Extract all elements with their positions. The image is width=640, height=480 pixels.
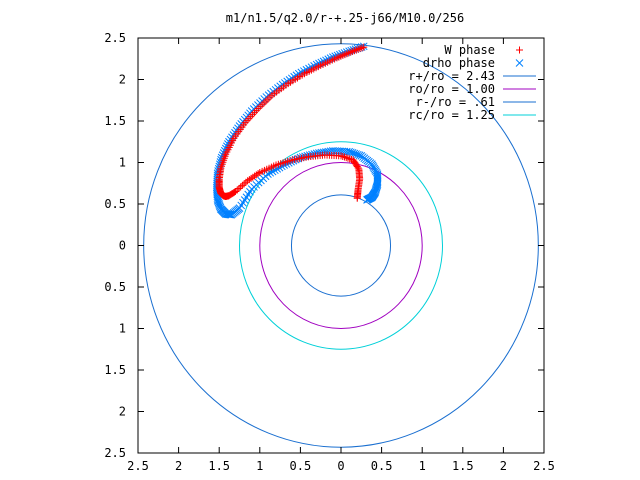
x-tick-label: 0.5	[371, 459, 393, 473]
series-w-phase	[215, 43, 368, 202]
data-point	[273, 165, 282, 173]
data-point	[363, 195, 371, 204]
data-point	[235, 184, 243, 192]
data-point	[337, 152, 345, 160]
data-point	[346, 155, 354, 163]
y-tick-label: 2	[119, 405, 126, 419]
x-tick-label: 2.5	[127, 459, 149, 473]
y-tick-label: 1	[119, 322, 126, 336]
y-tick-label: 1.5	[104, 114, 126, 128]
y-tick-label: 0.5	[104, 280, 126, 294]
data-point	[342, 154, 350, 162]
reference-circle-1	[259, 162, 423, 329]
x-tick-label: 2	[175, 459, 182, 473]
y-tick-label: 1	[119, 156, 126, 170]
legend-label: drho phase	[423, 56, 495, 70]
x-tick-label: 1.5	[208, 459, 230, 473]
data-point	[339, 152, 347, 160]
data-point	[231, 188, 239, 196]
data-point	[344, 154, 352, 162]
x-tick-label: 0	[337, 459, 344, 473]
legend-label: rc/ro = 1.25	[408, 108, 495, 122]
data-point	[233, 186, 241, 194]
legend-label: W phase	[444, 43, 495, 57]
data-point	[237, 183, 245, 191]
chart-title: m1/n1.5/q2.0/r-+.25-j66/M10.0/256	[226, 11, 464, 25]
data-point	[294, 69, 303, 78]
data-point	[353, 194, 361, 202]
x-tick-label: 1	[419, 459, 426, 473]
reference-circle-3	[239, 141, 443, 350]
axis-ticks: 2.5 2 1.5 1 0.5 0 0.5 1 1.5 2 2.52.521.510.500.511…	[104, 31, 555, 473]
data-point	[238, 181, 246, 189]
y-tick-label: 1.5	[104, 363, 126, 377]
x-tick-label: 2	[500, 459, 507, 473]
y-tick-label: 2.5	[104, 31, 126, 45]
y-tick-label: 2	[119, 73, 126, 87]
y-tick-label: 0	[119, 239, 126, 253]
x-tick-label: 0.5	[290, 459, 312, 473]
legend-label: ro/ro = 1.00	[408, 82, 495, 96]
y-tick-label: 2.5	[104, 446, 126, 460]
legend-label: r+/ro = 2.43	[408, 69, 495, 83]
legend-marker-sample	[515, 59, 524, 67]
data-point	[254, 170, 262, 178]
x-tick-label: 1	[256, 459, 263, 473]
y-tick-label: 0.5	[104, 197, 126, 211]
legend-label: r-/ro = .61	[416, 95, 495, 109]
data-point	[240, 180, 248, 188]
data-series	[212, 42, 382, 219]
reference-circle-2	[290, 194, 392, 297]
x-tick-label: 2.5	[533, 459, 555, 473]
data-point	[340, 153, 348, 161]
x-tick-label: 1.5	[452, 459, 474, 473]
legend-marker-sample	[516, 46, 523, 54]
